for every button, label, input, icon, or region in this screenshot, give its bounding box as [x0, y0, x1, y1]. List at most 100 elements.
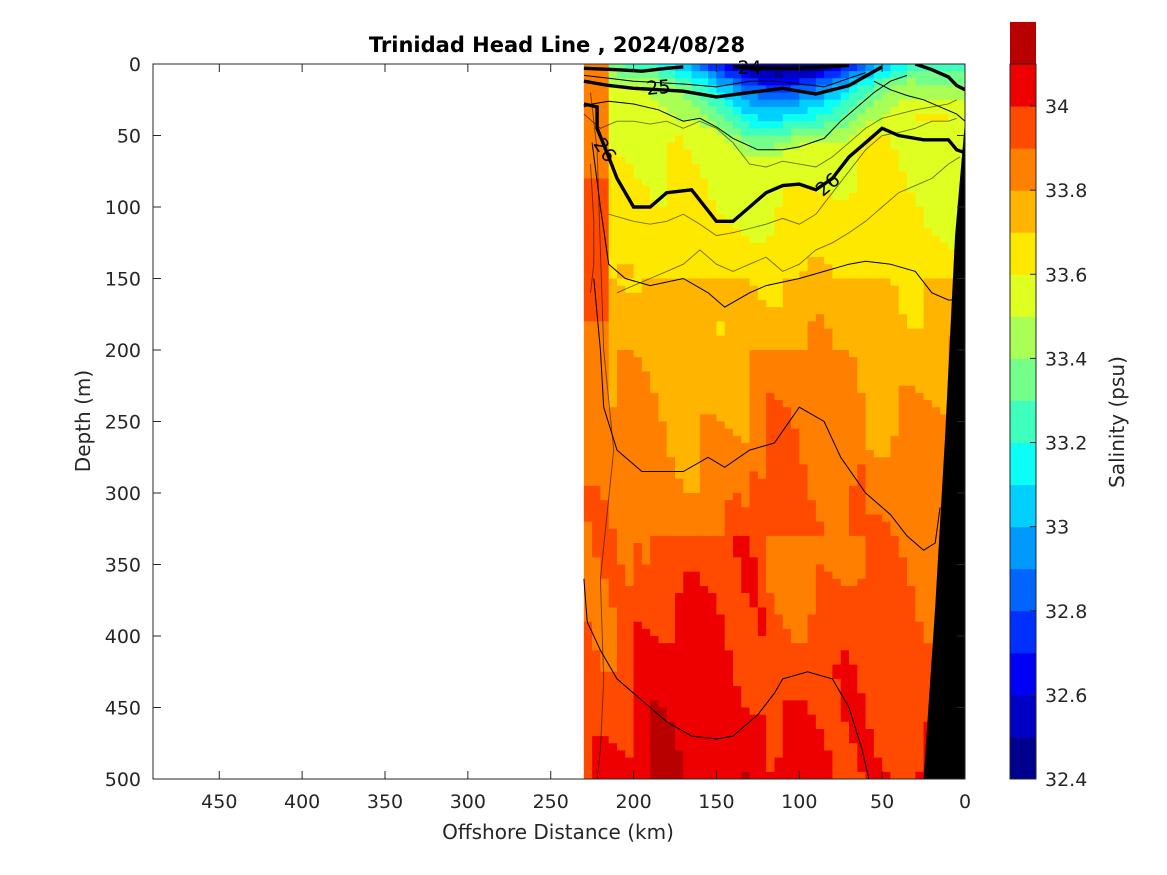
salinity-cell [832, 521, 842, 530]
salinity-cell [890, 371, 900, 380]
salinity-cell [873, 328, 883, 337]
salinity-cell [741, 535, 751, 544]
salinity-cell [898, 564, 908, 573]
salinity-cell [857, 657, 867, 666]
salinity-cell [782, 264, 792, 272]
salinity-cell [608, 700, 618, 709]
salinity-cell [741, 485, 751, 494]
salinity-cell [592, 71, 602, 79]
salinity-cell [650, 149, 660, 158]
salinity-cell [857, 407, 867, 415]
salinity-cell [741, 357, 751, 365]
salinity-cell [583, 428, 593, 437]
salinity-cell [749, 521, 759, 530]
salinity-cell [824, 71, 834, 79]
salinity-cell [799, 557, 809, 566]
salinity-cell [617, 221, 626, 230]
salinity-cell [724, 700, 734, 709]
salinity-cell [691, 585, 701, 594]
salinity-cell [749, 106, 759, 115]
salinity-cell [633, 628, 643, 637]
salinity-cell [799, 428, 809, 437]
salinity-cell [782, 514, 792, 523]
salinity-cell [890, 156, 900, 165]
salinity-cell [791, 328, 800, 337]
salinity-cell [774, 171, 784, 179]
salinity-cell [824, 307, 834, 315]
salinity-cell [666, 299, 676, 308]
salinity-cell [807, 686, 817, 694]
salinity-cell [749, 650, 759, 659]
salinity-cell [608, 657, 618, 666]
salinity-cell [741, 471, 751, 480]
salinity-cell [608, 71, 618, 79]
salinity-cell [716, 478, 726, 487]
salinity-cell [641, 400, 651, 408]
y-tick-label: 100 [105, 197, 141, 219]
salinity-cell [915, 764, 925, 773]
salinity-cell [774, 578, 784, 587]
salinity-cell [840, 285, 850, 294]
salinity-cell [890, 771, 900, 779]
salinity-cell [658, 514, 668, 523]
salinity-cell [650, 350, 660, 358]
salinity-cell [774, 771, 784, 779]
salinity-cell [650, 678, 660, 687]
salinity-cell [733, 643, 742, 651]
salinity-cell [691, 235, 701, 244]
salinity-cell [865, 328, 875, 337]
salinity-cell [699, 264, 709, 272]
salinity-cell [815, 385, 825, 394]
salinity-cell [691, 628, 701, 637]
salinity-cell [815, 78, 825, 87]
salinity-cell [749, 564, 759, 573]
salinity-cell [641, 164, 651, 172]
salinity-cell [882, 700, 892, 709]
salinity-cell [931, 292, 941, 301]
salinity-cell [865, 621, 875, 630]
salinity-cell [733, 757, 742, 766]
salinity-cell [890, 185, 900, 194]
salinity-cell [749, 264, 759, 272]
salinity-cell [766, 92, 776, 101]
salinity-cell [882, 464, 892, 473]
contour-lines [583, 64, 965, 779]
salinity-cell [890, 543, 900, 551]
salinity-cell [716, 171, 726, 179]
salinity-cell [791, 278, 800, 287]
salinity-cell [633, 257, 643, 265]
salinity-cell [749, 514, 759, 523]
salinity-cell [608, 207, 618, 215]
salinity-cell [940, 99, 950, 108]
salinity-cell [940, 428, 950, 437]
salinity-cell [815, 214, 825, 222]
salinity-cell [741, 607, 751, 616]
salinity-cell [625, 371, 635, 380]
salinity-cell [741, 257, 751, 265]
salinity-cell [766, 178, 776, 187]
salinity-cell [691, 693, 701, 701]
salinity-cell [675, 121, 684, 129]
salinity-cell [857, 557, 867, 566]
salinity-cell [907, 321, 916, 330]
salinity-cell [633, 321, 643, 330]
salinity-cell [898, 78, 908, 87]
salinity-cell [691, 99, 701, 108]
salinity-cell [658, 221, 668, 230]
salinity-cell [890, 442, 900, 451]
salinity-cell [840, 342, 850, 351]
salinity-cell [857, 149, 867, 158]
salinity-cell [815, 407, 825, 415]
salinity-cell [923, 264, 933, 272]
salinity-cell [907, 278, 916, 287]
salinity-cell [915, 171, 925, 179]
salinity-cell [675, 235, 684, 244]
salinity-cell [633, 271, 643, 280]
salinity-cell [757, 571, 767, 580]
salinity-cell [625, 721, 635, 730]
salinity-cell [617, 636, 626, 644]
salinity-cell [583, 378, 593, 387]
salinity-cell [766, 78, 776, 87]
salinity-cell [865, 78, 875, 87]
salinity-cell [733, 578, 742, 587]
